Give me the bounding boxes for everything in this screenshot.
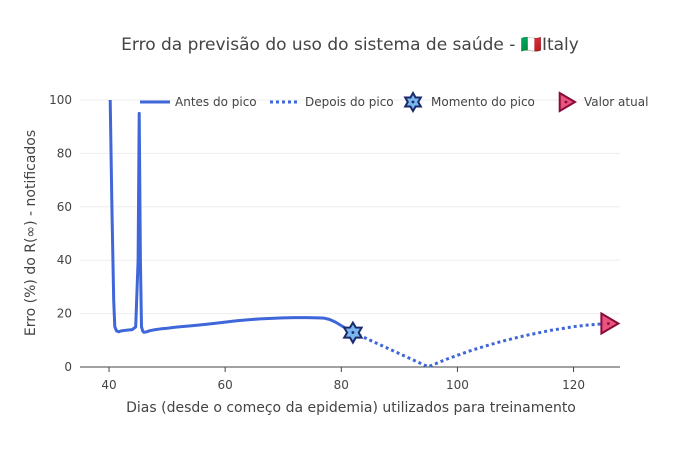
chart-title: Erro da previsão do uso do sistema de sa… [121, 35, 579, 55]
series-line-2 [352, 322, 609, 369]
y-tick-label: 100 [49, 93, 72, 107]
y-tick-label: 0 [64, 360, 72, 374]
legend-swatch-3-center [411, 100, 415, 104]
markers-group [342, 311, 621, 345]
legend-label-3: Momento do pico [431, 95, 535, 109]
series-group [108, 99, 609, 369]
marker-current [600, 311, 621, 336]
y-tick-label: 80 [57, 146, 72, 160]
y-tick-label: 60 [57, 200, 72, 214]
y-axis-ticks: 0 20 40 60 80 100 [49, 93, 72, 374]
x-tick-label: 60 [218, 378, 233, 392]
y-axis-title: Erro (%) do R(∞) - notificados [23, 130, 39, 336]
x-tick-label: 80 [334, 378, 349, 392]
legend: Antes do pico Depois do pico Momento do pi… [140, 91, 648, 113]
legend-swatch-4-center [564, 100, 568, 104]
marker-peak-center [351, 331, 355, 334]
x-axis-title: Dias (desde o começo da epidemia) utiliz… [126, 400, 576, 416]
legend-label-2: Depois do pico [305, 95, 394, 109]
legend-label-4: Valor atual [584, 95, 648, 109]
legend-label-1: Antes do pico [175, 95, 257, 109]
x-tick-label: 40 [101, 378, 116, 392]
x-tick-label: 100 [446, 378, 469, 392]
y-tick-label: 40 [57, 253, 72, 267]
x-axis-ticks: 40 60 80 100 120 [101, 367, 585, 392]
y-tick-label: 20 [57, 307, 72, 321]
series-line-1 [108, 99, 354, 334]
grid [80, 99, 620, 315]
x-tick-label: 120 [562, 378, 585, 392]
marker-current-center [606, 322, 610, 325]
